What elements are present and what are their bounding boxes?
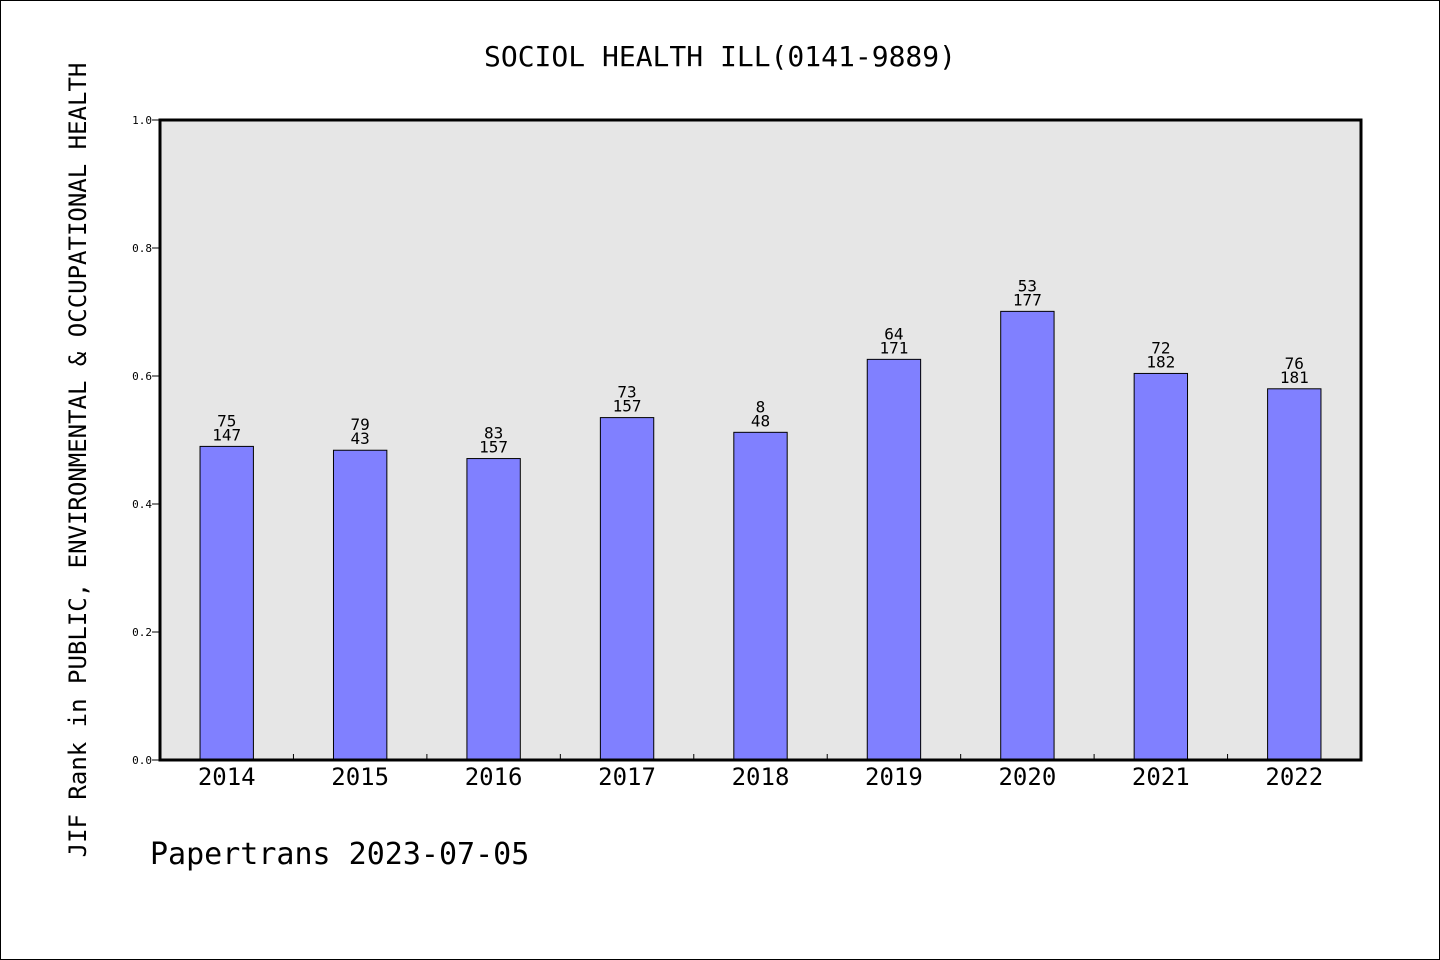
total-label: 177 [1013, 290, 1042, 309]
total-label: 48 [751, 411, 770, 430]
y-tick-label: 0.2 [132, 626, 152, 639]
y-tick-label: 0.8 [132, 242, 152, 255]
bar [1267, 388, 1322, 761]
total-label: 43 [351, 429, 370, 448]
rank-label: 79 [351, 415, 370, 434]
total-label: 181 [1280, 368, 1309, 387]
y-tick-label: 0.4 [132, 498, 152, 511]
x-tick-label: 2020 [998, 763, 1056, 791]
chart-title: SOCIOL HEALTH ILL(0141-9889) [484, 40, 956, 73]
x-tick-label: 2017 [598, 763, 656, 791]
x-tick-label: 2016 [465, 763, 523, 791]
total-label: 182 [1146, 352, 1175, 371]
y-axis-label: JIF Rank in PUBLIC, ENVIRONMENTAL & OCCU… [64, 63, 92, 858]
rank-label: 75 [217, 411, 236, 430]
x-tick-label: 2015 [331, 763, 389, 791]
footer-text: Papertrans 2023-07-05 [150, 837, 529, 872]
x-axis: 2014 2015 2016 2017 2018 2019 2020 2021 2022 [198, 754, 1323, 791]
bar [599, 417, 655, 761]
rank-label: 64 [884, 324, 903, 343]
y-tick-label: 1.0 [132, 114, 152, 127]
rank-label: 8 [756, 397, 766, 416]
bar [199, 445, 254, 761]
rank-label: 83 [484, 424, 503, 443]
y-tick-label: 0.6 [132, 370, 152, 383]
rank-label: 72 [1151, 338, 1170, 357]
x-tick-label: 2022 [1265, 763, 1323, 791]
bar [466, 458, 521, 761]
total-label: 147 [212, 425, 241, 444]
bar [1000, 310, 1055, 761]
rank-label: 76 [1285, 354, 1304, 373]
y-axis: 0.0 0.2 0.4 0.6 0.8 1.0 [132, 114, 160, 767]
rank-label: 53 [1018, 276, 1037, 295]
rank-label: 73 [617, 383, 636, 402]
total-label: 171 [879, 338, 908, 357]
x-tick-label: 2014 [198, 763, 256, 791]
total-label: 157 [613, 397, 642, 416]
bar [1133, 372, 1189, 761]
bar [733, 431, 788, 761]
x-tick-label: 2018 [732, 763, 790, 791]
y-tick-label: 0.0 [132, 754, 152, 767]
x-tick-label: 2021 [1132, 763, 1190, 791]
x-tick-label: 2019 [865, 763, 923, 791]
plot-border [158, 118, 1363, 762]
bar [866, 358, 922, 761]
bar [332, 449, 388, 761]
total-label: 157 [479, 438, 508, 457]
